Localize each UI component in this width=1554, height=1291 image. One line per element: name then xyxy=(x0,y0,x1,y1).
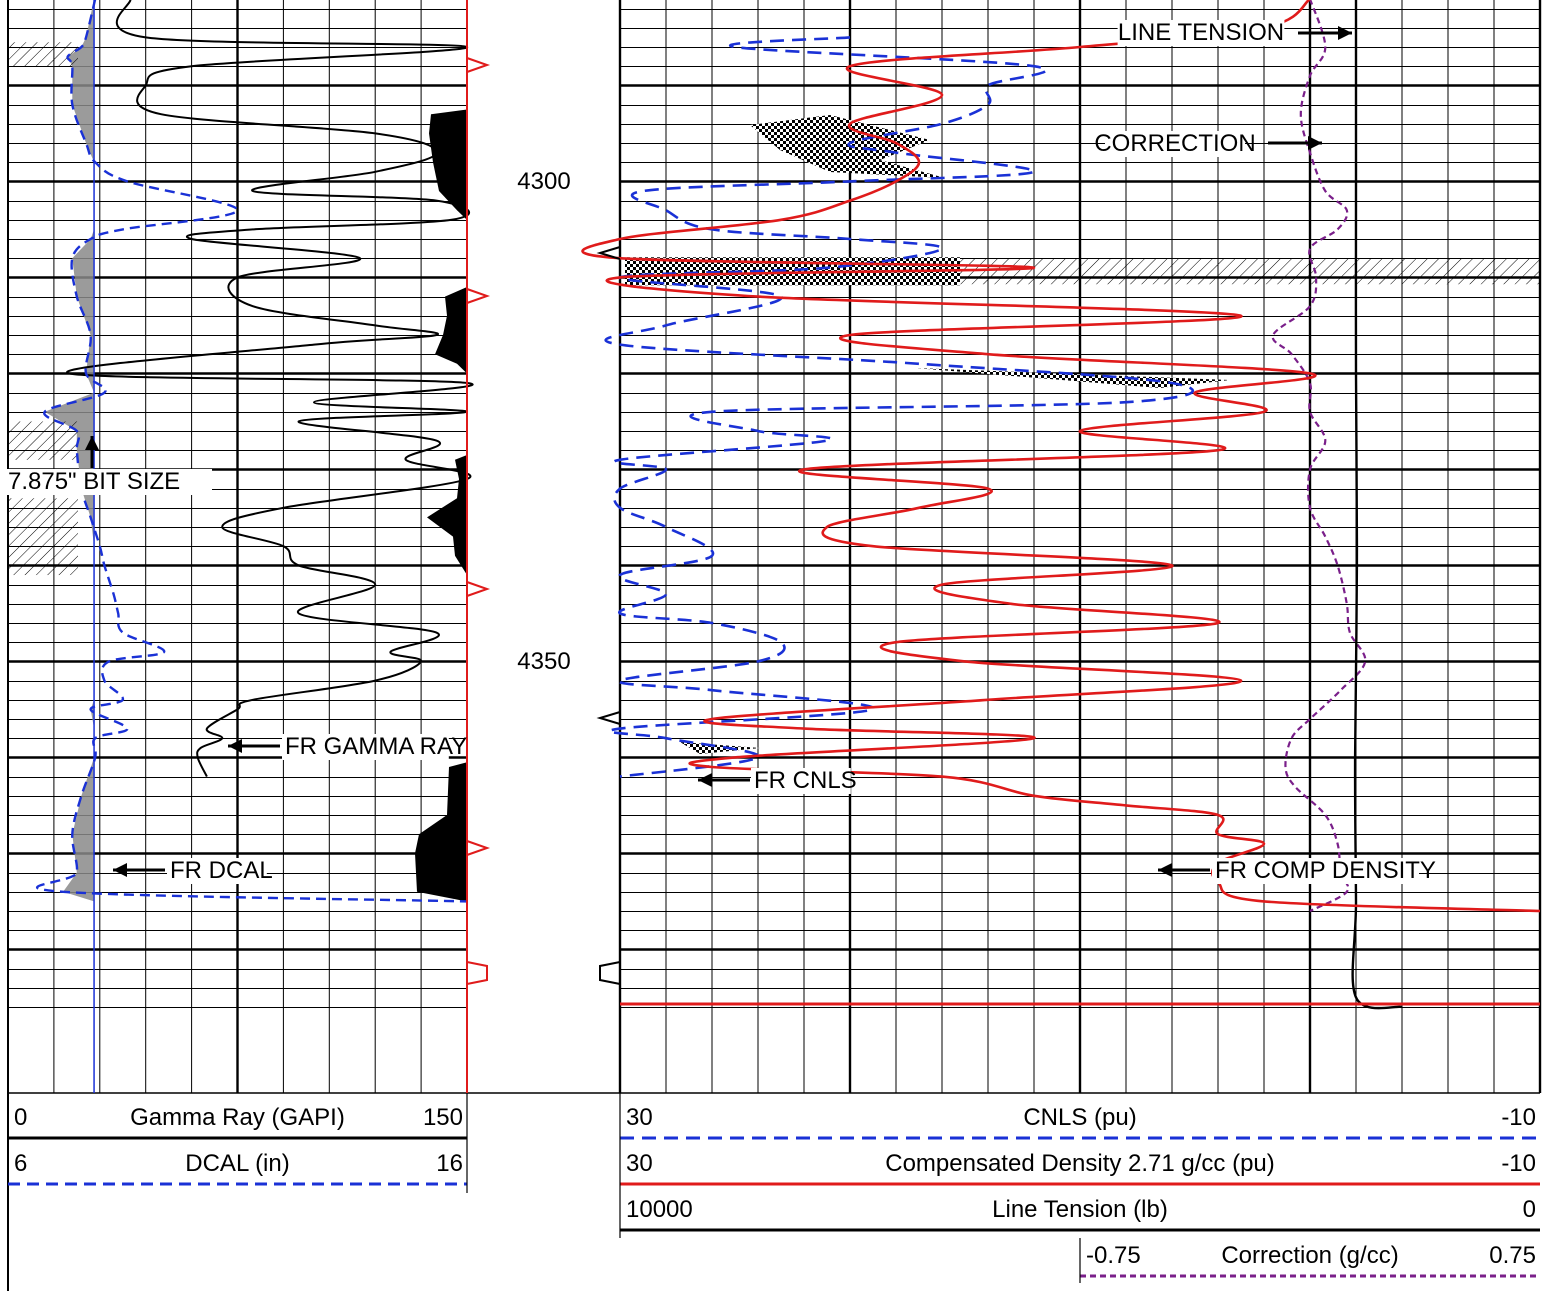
line-tension-arrow-head xyxy=(1338,26,1352,40)
crossover-gas-fill xyxy=(915,368,1230,388)
tension-header-name: Line Tension (lb) xyxy=(992,1196,1168,1223)
cnls-header-name: CNLS (pu) xyxy=(1023,1104,1136,1131)
depth-label: 4300 xyxy=(517,168,570,195)
dcal-arrow-head xyxy=(113,863,127,877)
tension-header-max: 0 xyxy=(1523,1196,1536,1223)
depth-tick-marker xyxy=(466,961,488,985)
gamma-ray-hatch-fill xyxy=(8,42,78,67)
depth-tick-marker xyxy=(466,57,491,73)
gamma-ray-curve xyxy=(66,0,474,778)
comp-density-label: FR COMP DENSITY xyxy=(1215,857,1436,884)
gamma-ray-label: FR GAMMA RAY xyxy=(285,733,467,760)
curve-fills xyxy=(8,0,1540,902)
washout-fill xyxy=(427,455,467,576)
bit-size-arrow-head xyxy=(85,436,99,450)
gamma-ray-header-max: 150 xyxy=(423,1104,463,1131)
gamma-ray-arrow-head xyxy=(228,739,242,753)
correction-label-bg xyxy=(1105,131,1245,157)
grid xyxy=(7,0,1542,1291)
comp-density-label-bg xyxy=(1212,858,1419,884)
annotations: FR GAMMA RAY FR DCAL 7.875" BIT SIZE LINE T… xyxy=(5,19,1436,884)
bit-size-label: 7.875" BIT SIZE xyxy=(8,468,180,495)
curves xyxy=(35,0,1541,1093)
correction-arrow-head xyxy=(1308,136,1322,150)
depth-tick-marker xyxy=(596,246,621,260)
dcal-header-name: DCAL (in) xyxy=(185,1150,289,1177)
dcal-mudcake-fill xyxy=(44,0,95,902)
depth-tick-marker xyxy=(596,711,621,725)
density-header-max: -10 xyxy=(1501,1150,1536,1177)
gamma-ray-hatch-fill xyxy=(8,498,78,576)
cnls-curve xyxy=(604,36,1195,778)
depth-markers: 4300 4350 xyxy=(466,0,621,1093)
cnls-label: FR CNLS xyxy=(754,767,857,794)
depth-label: 4350 xyxy=(517,648,570,675)
crossover-gas-fill xyxy=(680,742,760,754)
line-tension-label: LINE TENSION xyxy=(1118,19,1284,46)
crossover-gas-fill xyxy=(750,115,945,178)
depth-tick-marker xyxy=(466,840,491,856)
line-tension-label-bg xyxy=(1117,20,1285,46)
correction-curve xyxy=(1271,0,1367,912)
dcal-header-max: 16 xyxy=(436,1150,463,1177)
cnls-label-bg xyxy=(751,768,851,794)
density-header-name: Compensated Density 2.71 g/cc (pu) xyxy=(885,1150,1275,1177)
washout-fill xyxy=(415,762,467,902)
correction-header-name: Correction (g/cc) xyxy=(1221,1242,1398,1269)
washout-fill xyxy=(435,287,467,374)
depth-tick-marker xyxy=(599,961,621,985)
cnls-header-max: -10 xyxy=(1501,1104,1536,1131)
gamma-ray-header-name: Gamma Ray (GAPI) xyxy=(130,1104,345,1131)
cnls-arrow-head xyxy=(698,773,712,787)
tension-header-min: 10000 xyxy=(626,1196,693,1223)
cnls-header-min: 30 xyxy=(626,1104,653,1131)
dcal-header-min: 6 xyxy=(14,1150,27,1177)
depth-tick-marker xyxy=(466,288,491,304)
density-header-min: 30 xyxy=(626,1150,653,1177)
crossover-shale-fill xyxy=(960,258,1540,285)
track-headers: 0 Gamma Ray (GAPI) 150 6 DCAL (in) 16 30 CNLS (… xyxy=(8,1093,1540,1283)
correction-header-min: -0.75 xyxy=(1086,1242,1141,1269)
depth-tick-marker xyxy=(466,581,491,597)
dcal-label-bg xyxy=(167,858,267,884)
correction-label: CORRECTION xyxy=(1094,130,1255,157)
washout-fill xyxy=(429,109,467,220)
bit-size-label-bg xyxy=(5,469,212,495)
gamma-ray-header-min: 0 xyxy=(14,1104,27,1131)
gamma-ray-label-bg xyxy=(282,734,449,760)
comp-density-arrow-head xyxy=(1158,863,1172,877)
compensated-density-curve xyxy=(581,0,1541,913)
gamma-ray-hatch-fill xyxy=(8,421,78,460)
dcal-label: FR DCAL xyxy=(170,857,273,884)
correction-header-max: 0.75 xyxy=(1489,1242,1536,1269)
line-tension-curve xyxy=(1351,0,1403,1010)
